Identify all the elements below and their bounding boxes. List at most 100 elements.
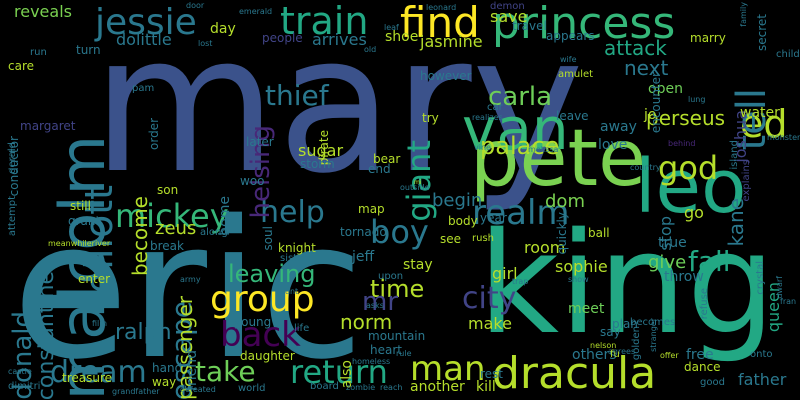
word: storm: [300, 157, 335, 171]
word: old: [364, 45, 377, 54]
word: end: [368, 162, 391, 176]
word: leaf: [384, 23, 399, 32]
word: princess: [492, 0, 676, 49]
word: ball: [588, 226, 610, 240]
word: mickey: [115, 197, 229, 235]
word: leo: [635, 144, 747, 230]
word: good: [700, 377, 725, 388]
word: throw: [664, 269, 704, 285]
word: son: [157, 183, 179, 197]
word: dolittle: [116, 30, 172, 49]
word: crystal: [755, 261, 766, 295]
word: stranger: [649, 318, 658, 352]
word: break: [150, 239, 184, 253]
word: leaving: [228, 260, 316, 288]
word: board: [310, 381, 339, 392]
word: rush: [472, 233, 494, 244]
word: body: [448, 214, 478, 228]
word: outside: [400, 183, 430, 192]
word: quickly: [555, 212, 569, 255]
word: mr: [362, 287, 399, 317]
word: find: [400, 0, 480, 47]
word: love: [598, 137, 628, 153]
word: leonard: [426, 3, 457, 12]
word: fran: [780, 297, 797, 306]
word: appears: [546, 29, 595, 43]
word: attack: [604, 36, 667, 60]
word: another: [410, 379, 465, 395]
word: enter: [78, 272, 111, 286]
word: explains: [741, 160, 752, 202]
word: boy: [370, 213, 429, 251]
word: margaret: [20, 119, 76, 133]
word: refuse: [699, 288, 710, 320]
word: demon: [490, 1, 525, 12]
word: jeff: [352, 249, 375, 265]
word: jasmine: [420, 32, 483, 51]
word: return: [290, 353, 388, 391]
word: jo: [644, 107, 657, 123]
word: pete: [470, 114, 647, 204]
word: realizes: [472, 113, 503, 122]
word: reach: [380, 383, 403, 392]
word: door: [186, 1, 205, 10]
word: meanwhileriver: [48, 239, 111, 248]
word: true: [658, 235, 687, 251]
word: lost: [198, 39, 213, 48]
word: group: [210, 279, 315, 320]
word: reveals: [14, 2, 72, 21]
word: castle: [8, 367, 32, 376]
word: kane: [724, 198, 748, 247]
word: see: [440, 232, 462, 246]
word: palace: [480, 132, 560, 160]
word: back: [220, 315, 301, 355]
word: god: [658, 149, 719, 187]
word: monster: [767, 133, 800, 142]
word: care: [8, 59, 35, 73]
word: begin: [432, 190, 483, 211]
word: young: [234, 315, 272, 329]
word: thief: [265, 79, 329, 112]
word: tornado: [340, 225, 387, 239]
word: homeless: [352, 357, 391, 366]
word: open: [648, 81, 683, 97]
word: dream: [50, 355, 147, 390]
word: sophie: [555, 257, 608, 276]
word: sister: [280, 253, 308, 264]
word: car: [487, 102, 503, 113]
word: sugar: [298, 141, 344, 160]
word: room: [524, 238, 566, 257]
word: make: [468, 314, 512, 333]
word: dom: [545, 191, 585, 212]
word: upon: [378, 271, 404, 282]
word: turn: [76, 43, 101, 57]
word: zombie: [346, 383, 376, 392]
word: shoe: [385, 29, 419, 45]
word: fu: [610, 349, 620, 360]
word: dance: [684, 360, 721, 374]
word: carla: [488, 82, 553, 112]
word: army: [180, 275, 201, 284]
word: father: [738, 370, 787, 389]
word: onto: [750, 349, 773, 360]
word: van: [462, 95, 569, 163]
word: bear: [373, 152, 401, 166]
word: soul: [261, 226, 275, 251]
word: eric: [12, 180, 365, 400]
word: time: [370, 275, 425, 303]
word: becomes: [630, 317, 676, 328]
word: knight: [278, 241, 316, 255]
word: show: [568, 275, 589, 284]
word: free: [686, 347, 714, 363]
word: way: [152, 375, 177, 389]
word: travel: [512, 19, 547, 33]
word: help: [260, 195, 325, 230]
word: day: [210, 21, 236, 37]
word: however: [420, 69, 472, 83]
word: grandfather: [112, 387, 160, 396]
word: agrees: [608, 347, 636, 356]
word: along: [200, 227, 228, 238]
word: asks: [366, 301, 384, 310]
word: away: [600, 119, 637, 135]
